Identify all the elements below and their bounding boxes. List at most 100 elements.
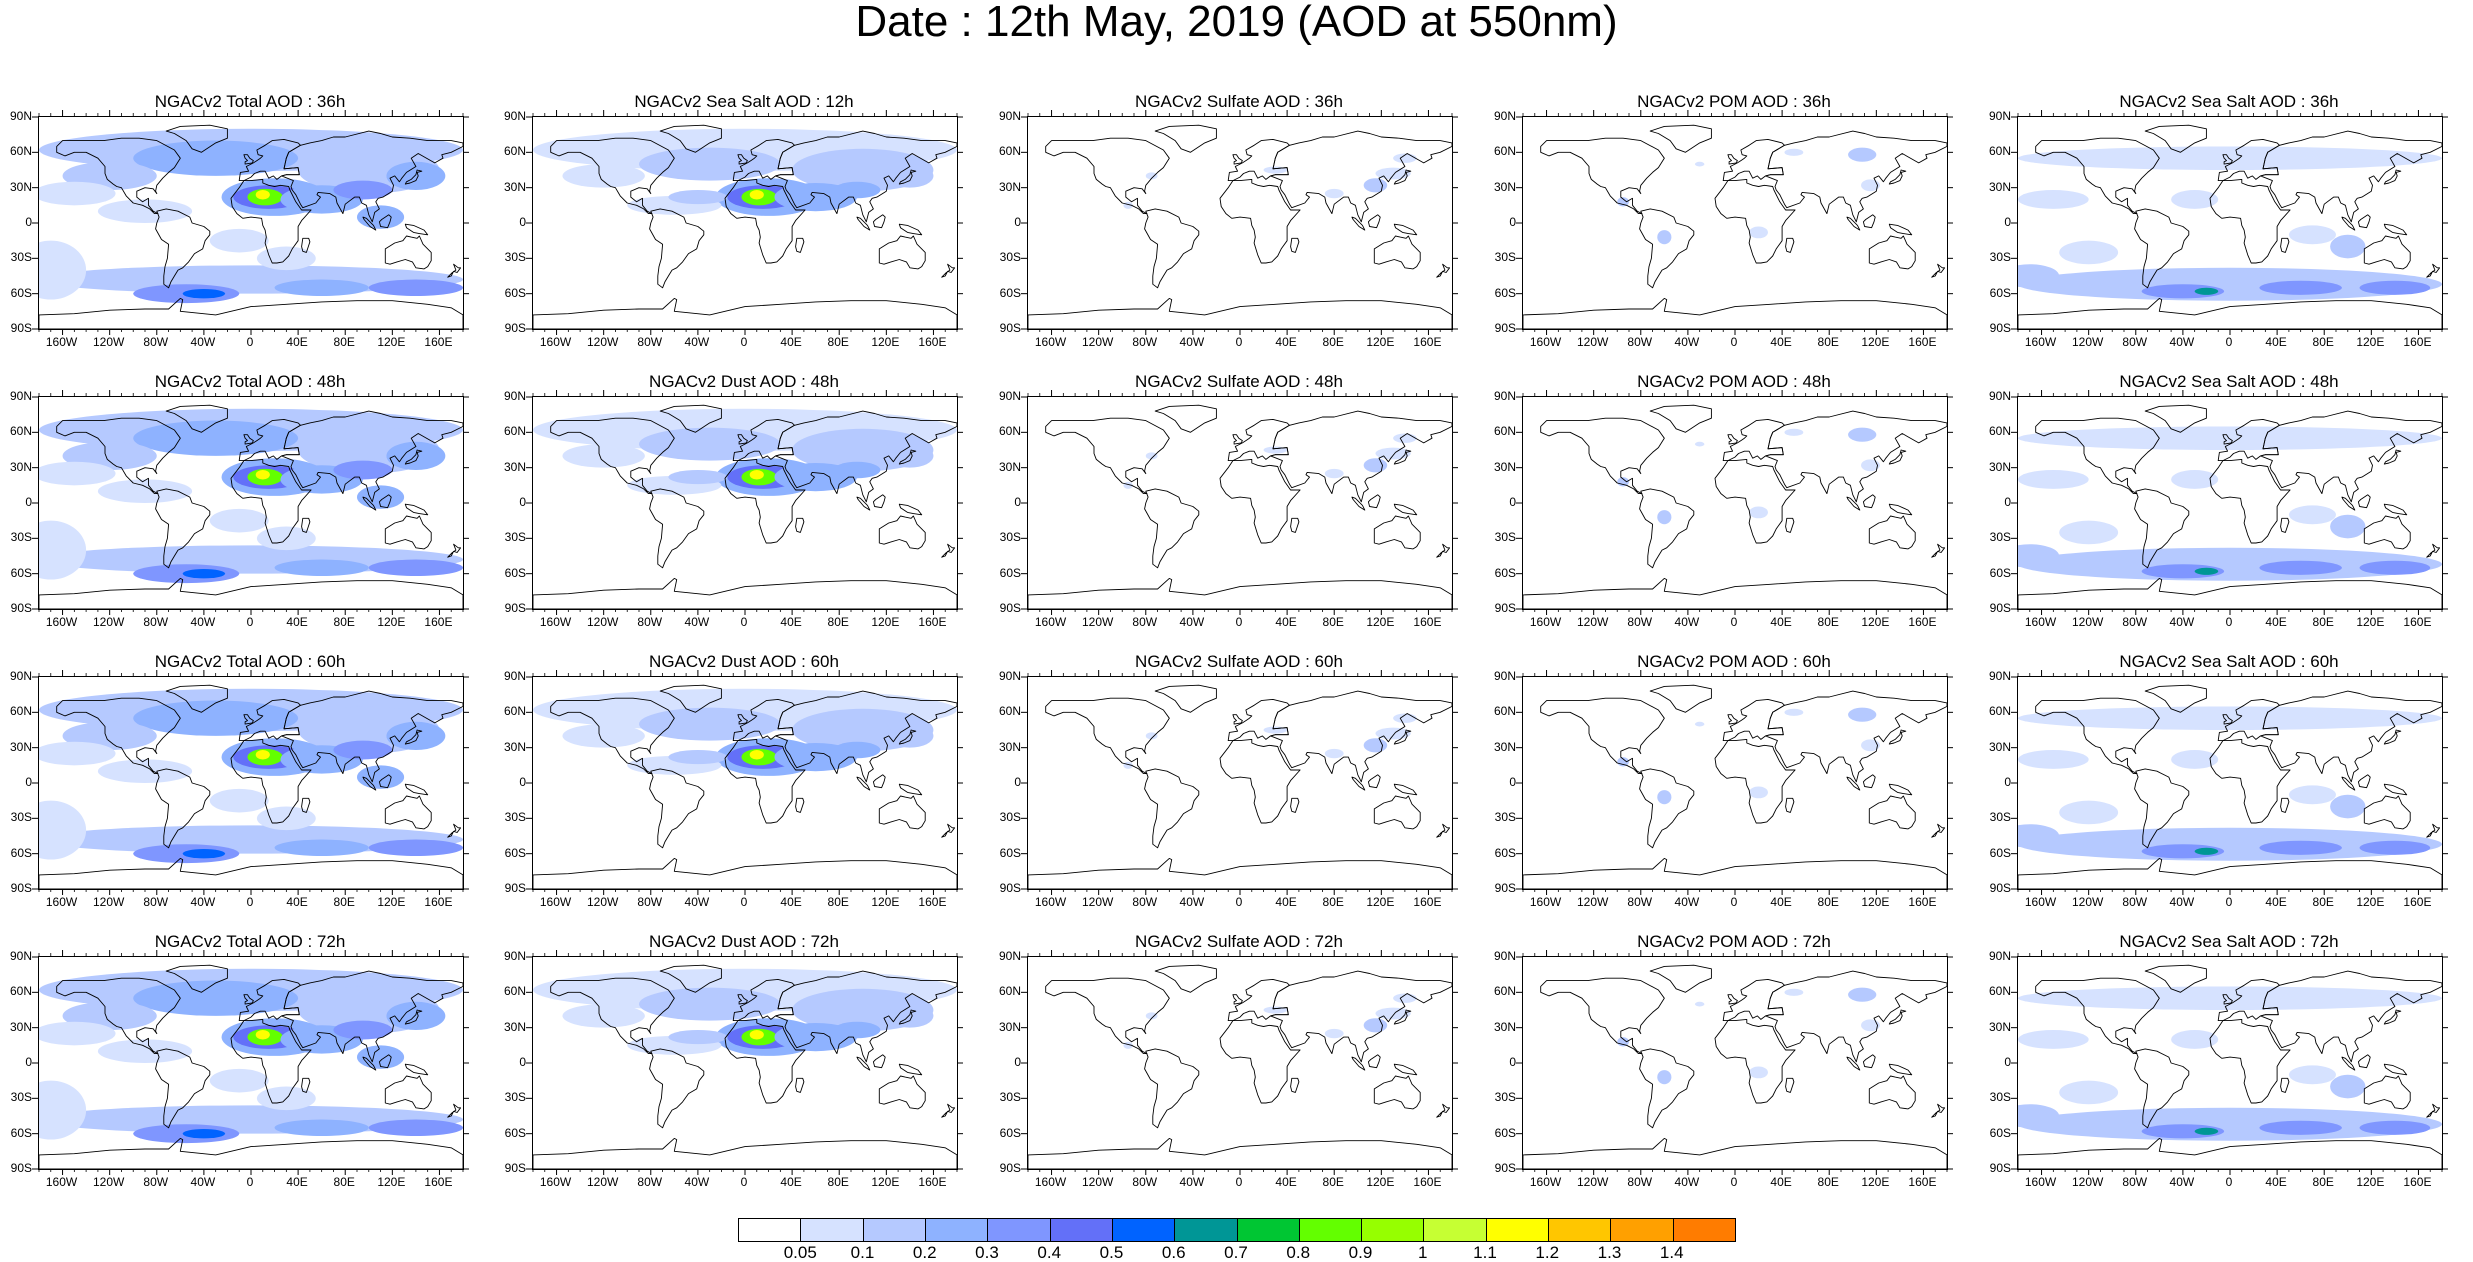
lon-label: 160E (1413, 615, 1442, 629)
world-map (2018, 684, 2442, 889)
coastlines (533, 124, 957, 329)
lat-label: 30S (504, 810, 526, 825)
aod-contour (2259, 840, 2342, 855)
lon-label: 160W (1034, 895, 1067, 909)
lat-label: 90S (10, 1161, 32, 1175)
panel-title: NGACv2 POM AOD : 60h (1637, 652, 1831, 671)
lon-label: 120E (377, 335, 406, 349)
aod-contour (333, 1020, 393, 1040)
coastlines (2018, 684, 2442, 889)
coastline-uk (737, 714, 748, 725)
lon-label: 40W (1179, 335, 1205, 349)
world-map (1028, 124, 1452, 329)
coastline-uk (737, 994, 748, 1005)
map-panel: NGACv2 Sea Salt AOD : 60h 90N 60N 30N 0 30S 60… (1979, 652, 2449, 930)
coastline-sumatra (362, 1056, 377, 1071)
coastline-antarctica (39, 857, 463, 889)
coastline-uk (1727, 714, 1738, 725)
world-map (39, 964, 463, 1169)
lon-label: 80W (2122, 895, 2148, 909)
coastline-sumatra (362, 776, 377, 791)
world-map (533, 404, 957, 609)
coastline-asia (281, 970, 463, 1063)
coastline-japan (404, 449, 423, 465)
lon-label: 160W (539, 615, 572, 629)
coastline-new-zealand (447, 543, 462, 558)
lon-label: 160W (2024, 615, 2057, 629)
lon-label: 160W (2024, 335, 2057, 349)
panel-title: NGACv2 Total AOD : 72h (154, 932, 346, 951)
panel-title: NGACv2 Dust AOD : 48h (649, 372, 839, 391)
coastline-borneo (378, 774, 392, 789)
lon-label: 120W (1576, 335, 1609, 349)
coastlines (1028, 684, 1452, 889)
lat-label: 0 (1014, 495, 1021, 509)
aod-contour (1861, 1019, 1880, 1032)
lon-label: 0 (740, 335, 748, 349)
colorbar-swatch (1050, 1219, 1113, 1241)
aod-contour (1657, 230, 1672, 245)
lat-label: 0 (1509, 1055, 1516, 1069)
lat-label: 0 (1014, 1055, 1021, 1069)
aod-contour (386, 721, 446, 751)
lon-label: 120E (1861, 895, 1890, 909)
lat-label: 60S (504, 1125, 526, 1140)
aod-contour (1145, 172, 1158, 180)
lat-label: 60N (1988, 704, 2011, 719)
lon-label: 40W (2169, 335, 2195, 349)
aod-contour (182, 848, 226, 859)
map-panel: NGACv2 Sea Salt AOD : 36h 90N 60N 30N 0 30S 60… (1979, 92, 2449, 370)
lon-label: 160W (1034, 1175, 1067, 1189)
lon-label: 160W (539, 335, 572, 349)
coastline-madagascar (795, 1077, 805, 1093)
map-panel: NGACv2 Sulfate AOD : 60h 90N 60N 30N 0 30S 60S… (989, 652, 1459, 930)
panel-title: NGACv2 Sea Salt AOD : 60h (2119, 652, 2339, 671)
lat-label: 0 (2004, 1055, 2011, 1069)
aod-contour (368, 839, 463, 857)
lat-label: 0 (2004, 215, 2011, 229)
colorbar-labels: 0.05 0.1 0.2 0.3 0.4 0.5 0.6 0.7 0.8 0.9 1 1.1 1.2 1.… (738, 1244, 1736, 1261)
lat-label: 30S (10, 1090, 32, 1105)
lon-label: 0 (2225, 335, 2233, 349)
aod-contour (182, 288, 226, 299)
lon-label: 160W (1034, 615, 1067, 629)
lat-label: 60S (1989, 1125, 2011, 1140)
lat-label: 30S (1494, 530, 1516, 545)
coastline-australia (1373, 235, 1421, 270)
aod-contour (2330, 1074, 2366, 1099)
aod-contour (39, 741, 116, 766)
coastline-south-america (155, 1048, 211, 1129)
aod-contour (1861, 179, 1880, 192)
aod-contour (1848, 147, 1877, 162)
coastlines (2018, 404, 2442, 609)
lat-label: 60N (9, 144, 32, 159)
aod-contour (1784, 988, 1804, 996)
lon-label: 0 (740, 895, 748, 909)
lon-label: 40W (2169, 895, 2195, 909)
aod-contour (255, 1030, 270, 1040)
aod-field (1617, 987, 1880, 1085)
lat-label: 90S (999, 881, 1021, 895)
coastline-uk (1727, 994, 1738, 1005)
colorbar-label: 0.2 (912, 1243, 937, 1262)
lat-label: 60N (1988, 984, 2011, 999)
world-map (2018, 404, 2442, 609)
coastline-antarctica (533, 857, 957, 889)
lon-label: 120E (871, 895, 900, 909)
lon-label: 160E (1908, 1175, 1937, 1189)
aod-contour (274, 279, 369, 297)
coastline-new-guinea (2383, 223, 2408, 236)
aod-contour (1324, 1028, 1344, 1039)
coastline-south-america (2134, 1048, 2190, 1129)
coastlines (39, 684, 463, 889)
aod-contour (886, 724, 934, 748)
lat-label: 60N (1493, 984, 1516, 999)
coastline-madagascar (1785, 237, 1795, 253)
map-frame (532, 396, 958, 610)
lon-label: 0 (2225, 1175, 2233, 1189)
coastline-australia (2363, 795, 2411, 830)
coastline-new-guinea (898, 223, 923, 236)
lat-label: 90S (999, 321, 1021, 335)
lon-label: 40E (286, 615, 308, 629)
coastline-sumatra (1351, 776, 1366, 791)
